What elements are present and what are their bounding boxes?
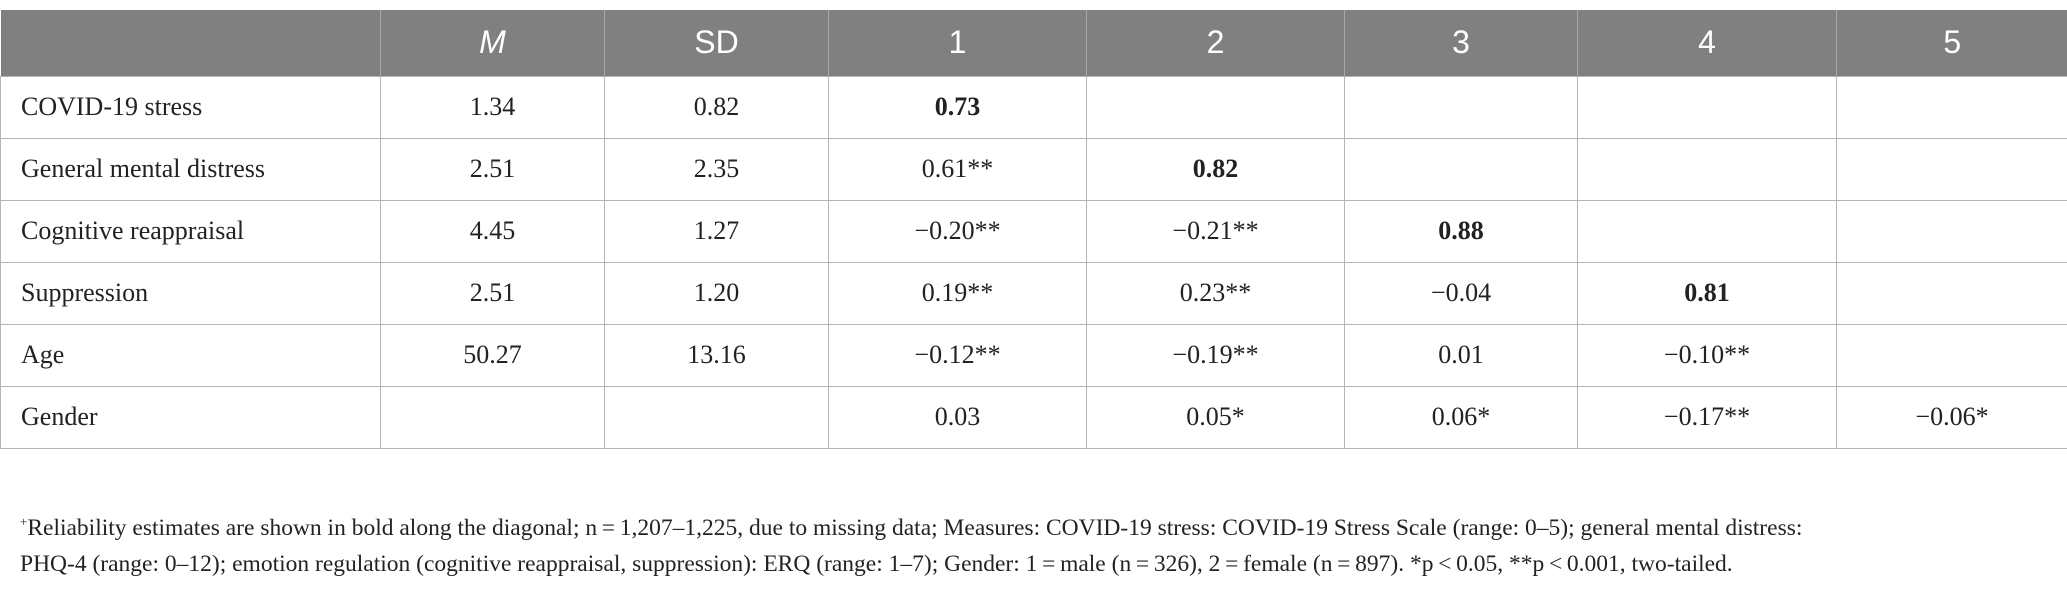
header-cell-1: 1 <box>828 10 1087 76</box>
cell-5: −0.06* <box>1836 385 2067 449</box>
table-row-0: COVID-19 stress 1.34 0.82 0.73 <box>0 75 2067 139</box>
cell-2 <box>1086 75 1345 139</box>
cell-5 <box>1836 261 2067 325</box>
cell-2: 0.05* <box>1086 385 1345 449</box>
header-cell-sd: SD <box>604 10 829 76</box>
header-cell-mean: M <box>380 10 605 76</box>
header-row: M SD 1 2 3 4 5 <box>0 10 2067 76</box>
cell-3: −0.04 <box>1344 261 1578 325</box>
table-body: COVID-19 stress 1.34 0.82 0.73 General m… <box>0 75 2067 449</box>
cell-1: 0.19** <box>828 261 1087 325</box>
cell-3: 0.88 <box>1344 199 1578 263</box>
cell-1: −0.20** <box>828 199 1087 263</box>
cell-4 <box>1577 199 1837 263</box>
cell-4 <box>1577 75 1837 139</box>
cell-sd: 2.35 <box>604 137 829 201</box>
footnote-text-1: Reliability estimates are shown in bold … <box>27 515 1803 541</box>
cell-sd: 1.20 <box>604 261 829 325</box>
row-label: Suppression <box>0 261 381 325</box>
cell-4: −0.17** <box>1577 385 1837 449</box>
cell-3: 0.06* <box>1344 385 1578 449</box>
header-cell-2: 2 <box>1086 10 1345 76</box>
cell-mean <box>380 385 605 449</box>
header-cell-5: 5 <box>1836 10 2067 76</box>
row-label: Age <box>0 323 381 387</box>
cell-mean: 2.51 <box>380 137 605 201</box>
cell-mean: 50.27 <box>380 323 605 387</box>
cell-2: 0.23** <box>1086 261 1345 325</box>
cell-4 <box>1577 137 1837 201</box>
cell-4: 0.81 <box>1577 261 1837 325</box>
table-row-5: Gender 0.03 0.05* 0.06* −0.17** −0.06* <box>0 385 2067 449</box>
footnote-line-1: +Reliability estimates are shown in bold… <box>20 510 2050 546</box>
row-label: Gender <box>0 385 381 449</box>
row-label: COVID-19 stress <box>0 75 381 139</box>
header-cell-3: 3 <box>1344 10 1578 76</box>
cell-2: 0.82 <box>1086 137 1345 201</box>
cell-mean: 1.34 <box>380 75 605 139</box>
cell-1: 0.73 <box>828 75 1087 139</box>
table-header: M SD 1 2 3 4 5 <box>0 10 2067 76</box>
table-footnote: +Reliability estimates are shown in bold… <box>20 510 2050 582</box>
cell-5 <box>1836 75 2067 139</box>
cell-sd <box>604 385 829 449</box>
header-cell-variable <box>1 10 381 76</box>
cell-sd: 1.27 <box>604 199 829 263</box>
cell-4: −0.10** <box>1577 323 1837 387</box>
cell-5 <box>1836 137 2067 201</box>
cell-3 <box>1344 75 1578 139</box>
correlation-table-container: M SD 1 2 3 4 5 COVID-19 stress 1.34 0.82… <box>0 10 2067 449</box>
cell-3: 0.01 <box>1344 323 1578 387</box>
table-row-4: Age 50.27 13.16 −0.12** −0.19** 0.01 −0.… <box>0 323 2067 387</box>
cell-sd: 0.82 <box>604 75 829 139</box>
cell-5 <box>1836 199 2067 263</box>
row-label: General mental distress <box>0 137 381 201</box>
footnote-marker: + <box>20 514 28 530</box>
correlation-table: M SD 1 2 3 4 5 COVID-19 stress 1.34 0.82… <box>0 10 2067 449</box>
cell-2: −0.19** <box>1086 323 1345 387</box>
cell-1: −0.12** <box>828 323 1087 387</box>
cell-mean: 4.45 <box>380 199 605 263</box>
footnote-line-2: PHQ-4 (range: 0–12); emotion regulation … <box>20 551 1733 577</box>
table-row-1: General mental distress 2.51 2.35 0.61**… <box>0 137 2067 201</box>
table-row-3: Suppression 2.51 1.20 0.19** 0.23** −0.0… <box>0 261 2067 325</box>
cell-3 <box>1344 137 1578 201</box>
table-row-2: Cognitive reappraisal 4.45 1.27 −0.20** … <box>0 199 2067 263</box>
cell-1: 0.61** <box>828 137 1087 201</box>
cell-1: 0.03 <box>828 385 1087 449</box>
row-label: Cognitive reappraisal <box>0 199 381 263</box>
cell-mean: 2.51 <box>380 261 605 325</box>
cell-sd: 13.16 <box>604 323 829 387</box>
header-cell-4: 4 <box>1577 10 1837 76</box>
cell-2: −0.21** <box>1086 199 1345 263</box>
cell-5 <box>1836 323 2067 387</box>
